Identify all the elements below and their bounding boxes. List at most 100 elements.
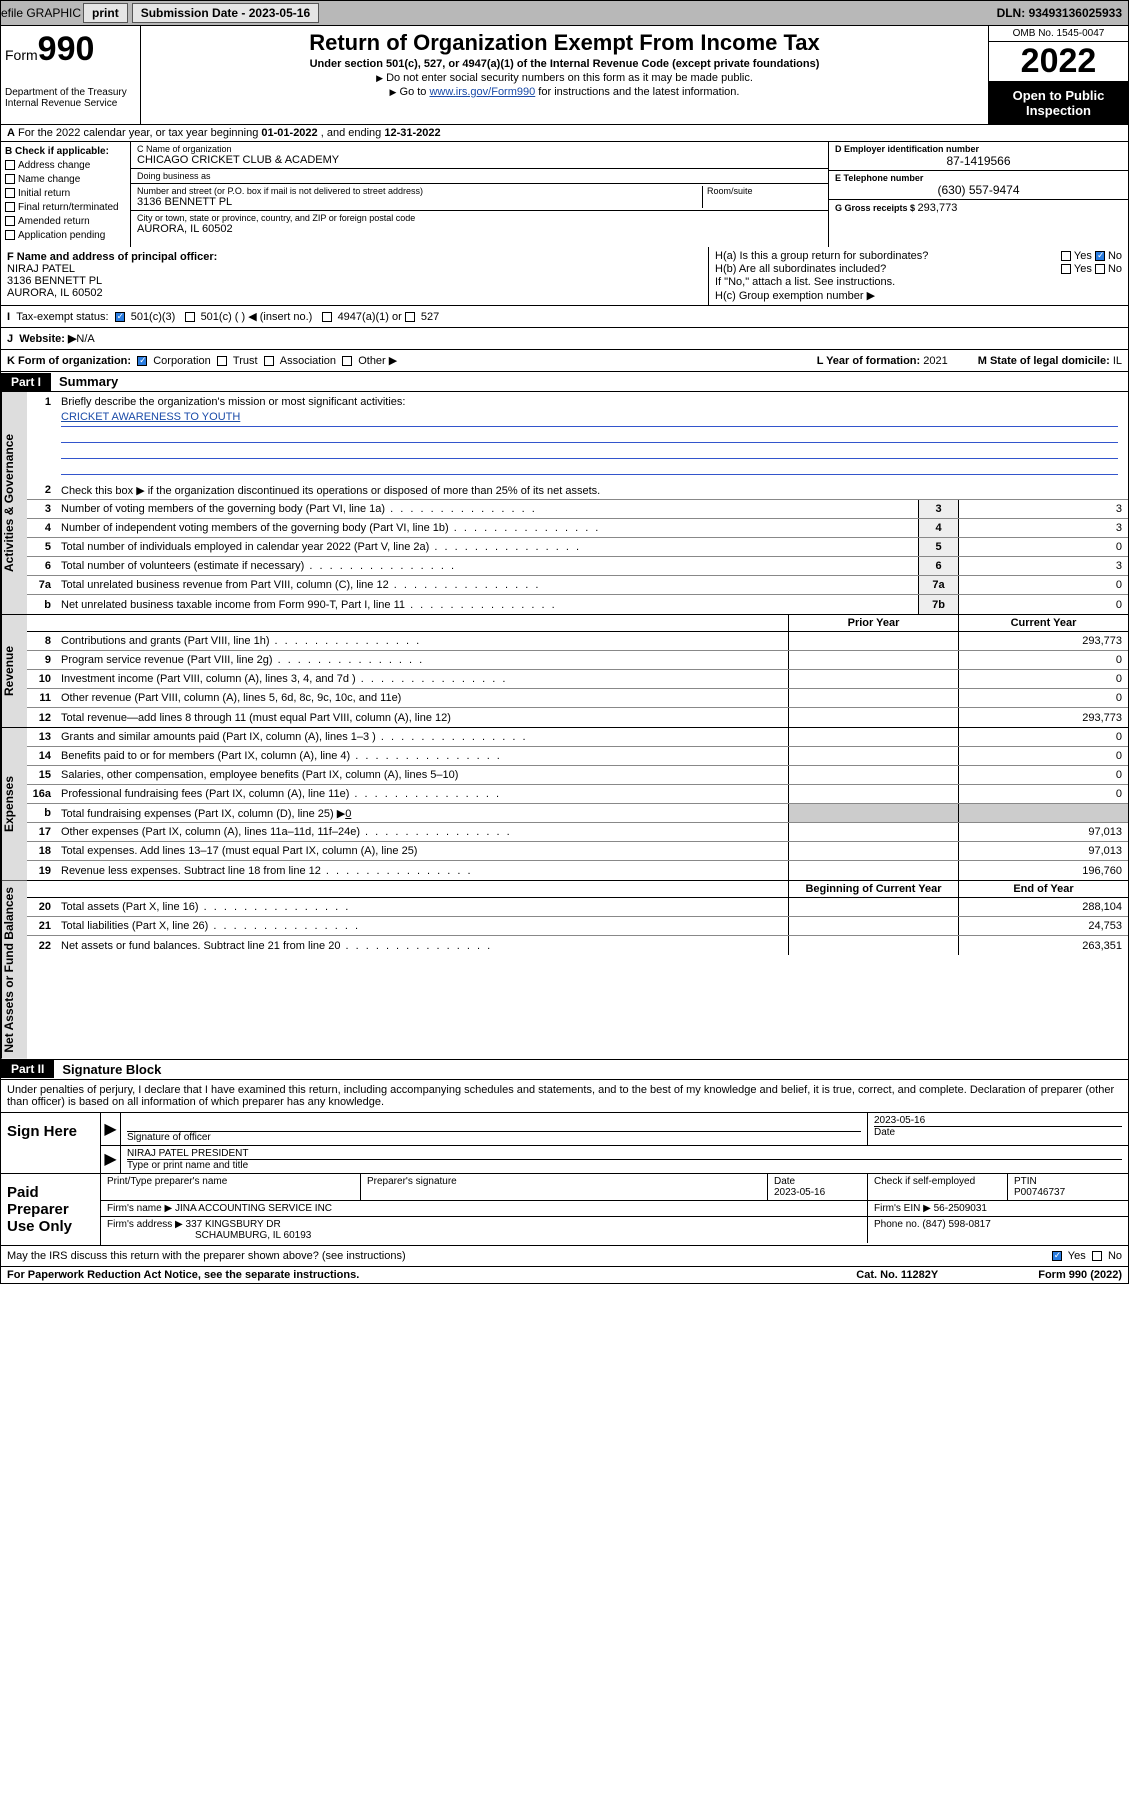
may-yes[interactable] [1052,1251,1062,1261]
open-inspection: Open to Public Inspection [989,82,1128,124]
chk-label: Final return/terminated [18,202,119,213]
sig-date-label: Date [874,1126,1122,1138]
footer-right: Form 990 (2022) [1038,1269,1122,1281]
l-label: L Year of formation: [817,355,924,367]
note1-text: Do not enter social security numbers on … [386,72,753,84]
l18-prior [788,842,958,860]
line-22: 22Net assets or fund balances. Subtract … [27,936,1128,955]
hb-yes[interactable] [1061,264,1071,274]
opt-trust: Trust [233,355,258,367]
line-10: 10Investment income (Part VIII, column (… [27,670,1128,689]
chk-trust[interactable] [217,356,227,366]
j-label: Website: ▶ [19,332,76,345]
section-netassets: Net Assets or Fund Balances Beginning of… [0,881,1129,1060]
paid-preparer-table: Paid Preparer Use Only Print/Type prepar… [0,1174,1129,1246]
col-b: B Check if applicable: Address change Na… [1,142,131,247]
l6-label: Total number of volunteers (estimate if … [57,559,918,573]
l5-value: 0 [958,538,1128,556]
ha-no[interactable] [1095,251,1105,261]
l16a-prior [788,785,958,803]
officer-printed: NIRAJ PATEL PRESIDENT [127,1148,1122,1159]
chk-label: Application pending [18,230,105,241]
part1-header: Part I Summary [0,372,1129,392]
chk-501c[interactable] [185,312,195,322]
chk-corp[interactable] [137,356,147,366]
row-i: I Tax-exempt status: 501(c)(3) 501(c) ( … [0,306,1129,328]
ha-label: H(a) Is this a group return for subordin… [715,250,928,262]
chk-label: Address change [18,160,90,171]
chk-address-change[interactable]: Address change [5,159,126,173]
line-16a: 16aProfessional fundraising fees (Part I… [27,785,1128,804]
mission-text[interactable]: CRICKET AWARENESS TO YOUTH [61,411,240,423]
l21-label: Total liabilities (Part X, line 26) [57,919,788,933]
form-title: Return of Organization Exempt From Incom… [149,30,980,56]
officer-city: AURORA, IL 60502 [7,287,702,299]
netassets-body: Beginning of Current Year End of Year 20… [27,881,1128,1059]
l16a-current: 0 [958,785,1128,803]
l6-value: 3 [958,557,1128,575]
no-label: No [1108,250,1122,262]
line-7b: bNet unrelated business taxable income f… [27,595,1128,614]
firm-phone-label: Phone no. [874,1219,922,1230]
header-right: OMB No. 1545-0047 2022 Open to Public In… [988,26,1128,124]
l10-label: Investment income (Part VIII, column (A)… [57,672,788,686]
firm-name-value: JINA ACCOUNTING SERVICE INC [175,1203,332,1214]
l8-label: Contributions and grants (Part VIII, lin… [57,634,788,648]
l21-eoy: 24,753 [958,917,1128,935]
form990-link[interactable]: www.irs.gov/Form990 [429,86,535,98]
hb-no[interactable] [1095,264,1105,274]
chk-501c3[interactable] [115,312,125,322]
may-no[interactable] [1092,1251,1102,1261]
form-no: 990 [38,30,95,68]
sig-date-cell: 2023-05-16 Date [868,1113,1128,1145]
chk-4947[interactable] [322,312,332,322]
prep-row-3: Firm's address ▶ 337 KINGSBURY DR SCHAUM… [101,1217,1128,1243]
section-expenses: Expenses 13Grants and similar amounts pa… [0,728,1129,881]
chk-527[interactable] [405,312,415,322]
sig-row-2: ▶ NIRAJ PATEL PRESIDENT Type or print na… [101,1146,1128,1173]
chk-app-pending[interactable]: Application pending [5,229,126,243]
col-de: D Employer identification number 87-1419… [828,142,1128,247]
l18-label: Total expenses. Add lines 13–17 (must eq… [57,844,788,858]
h-c: H(c) Group exemption number ▶ [715,289,1122,302]
col-c: C Name of organization CHICAGO CRICKET C… [131,142,828,247]
l4-label: Number of independent voting members of … [57,521,918,535]
l12-current: 293,773 [958,708,1128,727]
i-label: Tax-exempt status: [16,311,108,323]
officer-street: 3136 BENNETT PL [7,275,702,287]
street-value: 3136 BENNETT PL [137,196,702,208]
may-discuss-label: May the IRS discuss this return with the… [7,1250,1052,1262]
ptin-label: PTIN [1014,1176,1037,1187]
chk-other[interactable] [342,356,352,366]
ein-value: 87-1419566 [835,154,1122,168]
revenue-header: Prior Year Current Year [27,615,1128,632]
chk-assoc[interactable] [264,356,274,366]
date-label: Date [774,1176,795,1187]
sig-row-1: ▶ Signature of officer 2023-05-16 Date [101,1113,1128,1146]
phone-value: (630) 557-9474 [835,183,1122,197]
row-a-begin: 01-01-2022 [261,127,317,139]
chk-final-return[interactable]: Final return/terminated [5,201,126,215]
self-label: Check if self-employed [874,1176,975,1187]
paid-preparer-right: Print/Type preparer's name Preparer's si… [101,1174,1128,1245]
chk-name-change[interactable]: Name change [5,173,126,187]
opt-527: 527 [421,311,439,323]
row-a-end: 12-31-2022 [384,127,440,139]
l3-label: Number of voting members of the governin… [57,502,918,516]
note2-post: for instructions and the latest informat… [535,86,739,98]
footer-mid: Cat. No. 11282Y [856,1269,938,1281]
l18-current: 97,013 [958,842,1128,860]
chk-initial-return[interactable]: Initial return [5,187,126,201]
l7b-value: 0 [958,595,1128,614]
l13-prior [788,728,958,746]
submission-pill: Submission Date - 2023-05-16 [132,3,319,23]
ptin-value: P00746737 [1014,1187,1065,1198]
prior-year-hdr: Prior Year [788,615,958,631]
chk-amended[interactable]: Amended return [5,215,126,229]
ha-yes[interactable] [1061,251,1071,261]
print-button[interactable]: print [83,3,128,23]
line-16b: bTotal fundraising expenses (Part IX, co… [27,804,1128,823]
l12-label: Total revenue—add lines 8 through 11 (mu… [57,711,788,725]
vtab-expenses: Expenses [1,728,27,880]
ein-label: D Employer identification number [835,144,1122,154]
